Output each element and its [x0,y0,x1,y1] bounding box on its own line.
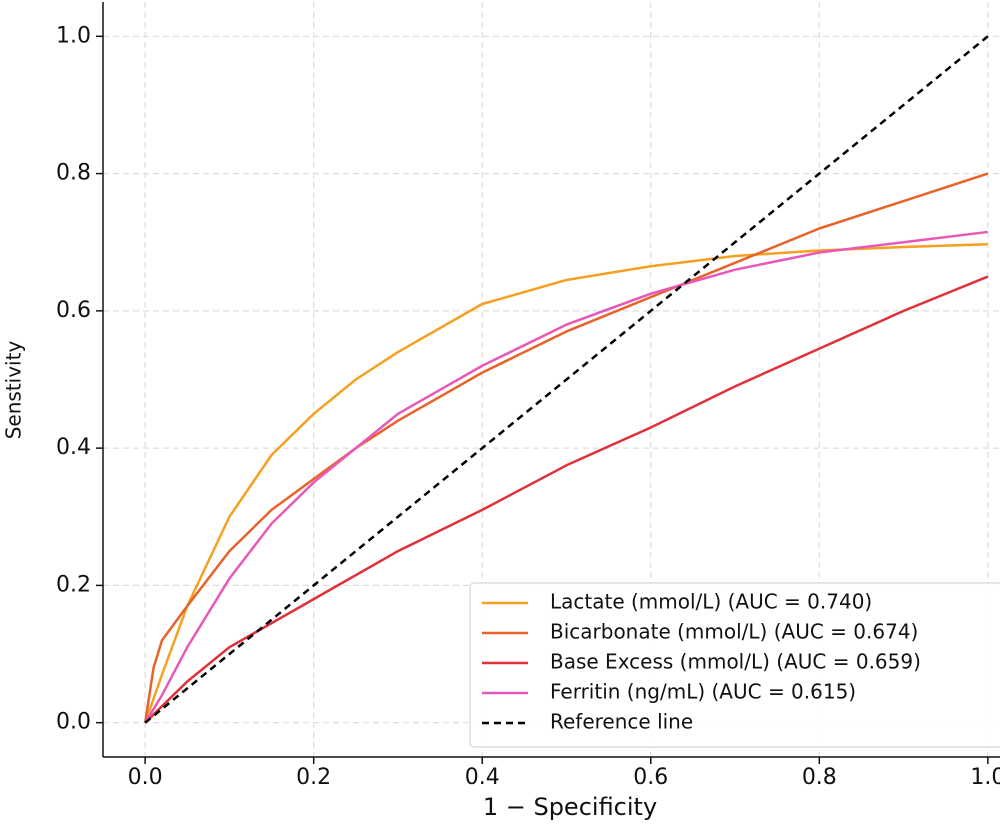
grid [103,2,1000,757]
legend-label: Ferritin (ng/mL) (AUC = 0.615) [550,680,856,704]
legend: Lactate (mmol/L) (AUC = 0.740) Bicarbonat… [469,582,1000,748]
y-tick-label: 1.0 [56,23,91,48]
y-axis-label: Senstivity [2,341,26,440]
x-tick-label: 0.8 [802,765,837,790]
legend-label: Lactate (mmol/L) (AUC = 0.740) [550,590,872,614]
legend-label: Base Excess (mmol/L) (AUC = 0.659) [550,650,921,674]
x-tick-label: 0.4 [465,765,500,790]
x-tick-label: 0.6 [633,765,668,790]
y-tick-label: 0.8 [56,161,91,186]
x-tick-label: 0.0 [128,765,163,790]
y-tick-label: 0.0 [56,710,91,735]
x-tick-label: 1.0 [970,765,1000,790]
roc-curve [143,243,988,724]
legend-label: Bicarbonate (mmol/L) (AUC = 0.674) [550,620,918,644]
y-tick-label: 0.6 [56,298,91,323]
legend-label: Reference line [550,710,693,734]
legend-box [469,582,1000,748]
roc-curve [143,172,989,723]
roc-curve [144,35,989,724]
x-tick-label: 0.2 [296,765,331,790]
roc-curve [144,275,989,724]
roc-curve [144,230,989,724]
y-tick-label: 0.4 [56,435,91,460]
y-tick-label: 0.2 [56,572,91,597]
x-axis-label: 1 − Specificity [483,793,657,821]
